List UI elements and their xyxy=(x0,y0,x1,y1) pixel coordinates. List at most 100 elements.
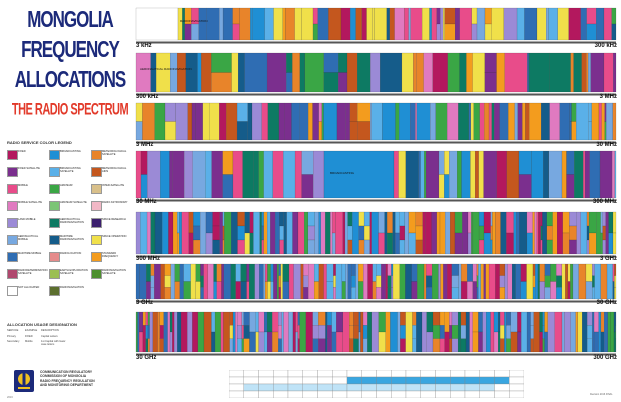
allocation-block xyxy=(614,275,617,288)
legend-swatch xyxy=(91,184,102,194)
allocation-block xyxy=(267,281,271,300)
allocation-block xyxy=(297,211,305,255)
summary-cell xyxy=(479,370,495,378)
strip-label: BROADCASTING xyxy=(330,171,355,175)
allocation-block xyxy=(159,325,164,339)
allocation-block xyxy=(299,102,309,141)
frequency-axis xyxy=(136,199,616,202)
allocation-block xyxy=(454,232,463,255)
allocation-block xyxy=(490,225,493,241)
allocation-block xyxy=(349,338,354,353)
allocation-block xyxy=(261,239,264,255)
allocation-block xyxy=(304,211,308,255)
allocation-block xyxy=(451,338,459,353)
allocation-block xyxy=(349,311,354,326)
allocation-block xyxy=(593,311,599,333)
legend-label: EARTH EXPLORATION SATELLITE xyxy=(60,269,88,275)
allocation-block xyxy=(510,311,518,333)
legend-label: MARITIME MOBILE xyxy=(18,252,42,255)
allocation-block xyxy=(500,338,505,353)
allocation-block xyxy=(241,325,244,339)
usage-cell: Secondary xyxy=(7,340,20,343)
allocation-block xyxy=(357,121,371,141)
allocation-block xyxy=(573,52,582,93)
allocation-block xyxy=(249,331,256,353)
allocation-block xyxy=(518,174,532,199)
allocation-block xyxy=(483,263,486,300)
allocation-block xyxy=(236,121,248,141)
summary-cell xyxy=(391,390,407,398)
allocation-block xyxy=(172,211,178,255)
summary-cell xyxy=(376,383,392,392)
summary-cell xyxy=(464,370,480,378)
allocation-block xyxy=(362,311,368,326)
allocation-block xyxy=(358,331,361,353)
allocation-block xyxy=(426,275,433,288)
allocation-block xyxy=(415,211,423,227)
allocation-block xyxy=(307,211,315,227)
allocation-block xyxy=(145,338,149,353)
summary-cell xyxy=(509,383,524,392)
allocation-block xyxy=(507,263,513,300)
allocation-block xyxy=(299,52,305,93)
legend-item: MARITIME RADIONAVIGATION xyxy=(49,235,89,249)
allocation-block xyxy=(275,211,280,255)
title-line-3: ALLOCATIONS xyxy=(14,66,127,93)
allocation-block xyxy=(358,281,364,300)
allocation-block xyxy=(561,150,567,199)
allocation-block xyxy=(586,7,597,25)
band-end-label: 300 kHz xyxy=(594,43,617,49)
allocation-block xyxy=(504,311,507,353)
summary-cell xyxy=(258,390,274,398)
allocation-block xyxy=(347,239,353,255)
summary-cell xyxy=(464,383,480,392)
allocation-block xyxy=(588,211,597,234)
allocation-block xyxy=(438,150,445,175)
allocation-block xyxy=(270,211,276,255)
allocation-block xyxy=(485,263,490,300)
allocation-block xyxy=(222,150,234,175)
allocation-block xyxy=(188,232,194,255)
allocation-block xyxy=(238,52,245,93)
allocation-block xyxy=(606,102,613,141)
legend-label: BROADCASTING xyxy=(60,150,81,153)
allocation-block xyxy=(575,311,578,353)
allocation-block xyxy=(168,211,174,255)
allocation-block xyxy=(219,102,227,141)
allocation-block xyxy=(395,232,400,255)
summary-cell xyxy=(435,370,451,378)
legend-swatch xyxy=(7,252,18,262)
allocation-block xyxy=(237,239,245,255)
allocation-block xyxy=(244,211,250,234)
allocation-block xyxy=(154,211,163,255)
spectrum-strip xyxy=(135,150,617,199)
allocation-block xyxy=(408,232,416,255)
allocation-block xyxy=(526,211,533,234)
allocation-block xyxy=(387,287,392,300)
allocation-block xyxy=(211,52,232,73)
allocation-block xyxy=(363,263,368,300)
legend-item: MARITIME MOBILE xyxy=(7,252,47,266)
allocation-block xyxy=(160,150,170,199)
legend-label: NOT ALLOCATED xyxy=(18,286,40,289)
allocation-block xyxy=(197,311,205,353)
allocation-block xyxy=(569,239,577,255)
allocation-block xyxy=(519,211,528,255)
allocation-block xyxy=(285,7,295,41)
allocation-block xyxy=(272,311,279,333)
summary-cell xyxy=(464,376,480,385)
summary-cell xyxy=(258,376,274,385)
allocation-block xyxy=(444,331,450,353)
commission-seal-icon xyxy=(14,370,34,392)
summary-cell xyxy=(420,390,436,398)
allocation-block xyxy=(438,263,441,300)
allocation-block xyxy=(177,7,183,41)
allocation-block xyxy=(460,325,467,339)
summary-cell xyxy=(302,383,318,392)
allocation-block xyxy=(471,7,478,25)
allocation-block xyxy=(213,263,217,282)
allocation-block xyxy=(614,150,617,199)
allocation-block xyxy=(582,311,588,353)
allocation-block xyxy=(263,150,274,199)
